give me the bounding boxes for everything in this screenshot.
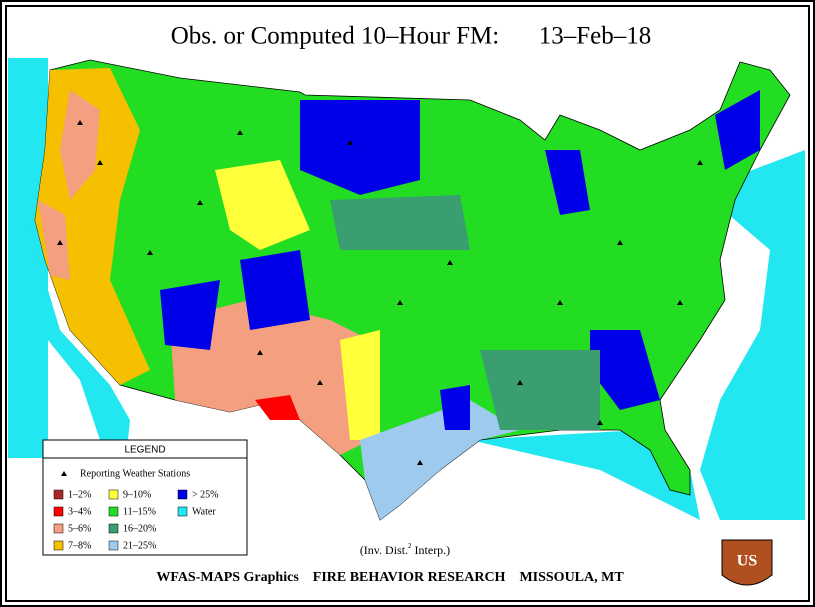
georgia-wet [590, 330, 660, 410]
louisiana-wet [440, 385, 470, 430]
logo-shield [721, 539, 773, 586]
california-dry [38, 200, 70, 280]
legend-swatch [108, 489, 119, 500]
legend-label: 16–20% [123, 523, 156, 534]
legend-label: 5–6% [68, 523, 91, 534]
legend-swatch [53, 540, 64, 551]
station-icon [61, 471, 67, 476]
maine-wet [715, 90, 760, 170]
note-after: Interp.) [412, 543, 451, 557]
legend-label: Water [192, 506, 216, 517]
oregon-dry [60, 90, 100, 200]
plains-green [330, 195, 470, 250]
legend-label: 11–15% [123, 506, 156, 517]
legend-swatch [108, 540, 119, 551]
southeast-green [480, 350, 600, 430]
title: Obs. or Computed 10–Hour FM: [171, 23, 499, 50]
legend-swatch [53, 506, 64, 517]
texas-yellow [340, 330, 380, 440]
atlantic [700, 150, 805, 520]
legend-swatch [53, 523, 64, 534]
legend-swatch [53, 489, 64, 500]
ocean [8, 58, 130, 458]
gulf [470, 430, 700, 520]
note-sup: 2 [408, 542, 412, 550]
michigan-wet [545, 150, 590, 215]
legend-swatch [108, 506, 119, 517]
legend-title: LEGEND [124, 445, 165, 456]
map [8, 58, 805, 521]
logo-text: US [737, 553, 758, 570]
legend: LEGEND Reporting Weather Stations 1–2% 3–… [42, 439, 248, 556]
legend-label: 21–25% [123, 540, 156, 551]
interp-note: (Inv. Dist.2 Interp.) [360, 542, 450, 557]
footer: WFAS-MAPS Graphics FIRE BEHAVIOR RESEARC… [156, 570, 624, 585]
legend-swatch [177, 489, 188, 500]
legend-label: 3–4% [68, 506, 91, 517]
utah-wet [160, 280, 220, 350]
legend-swatch [177, 506, 188, 517]
wyoming-yellow [215, 160, 310, 250]
texas-red [255, 395, 300, 420]
note-text: (Inv. Dist. [360, 543, 408, 557]
legend-box [42, 439, 248, 556]
inner-border [5, 5, 810, 602]
legend-label: > 25% [192, 489, 218, 500]
gulf-coast [360, 400, 520, 520]
legend-label: 9–10% [123, 489, 151, 500]
legend-swatch [108, 523, 119, 534]
legend-stations: Reporting Weather Stations [80, 468, 190, 479]
southwest-dry [170, 300, 370, 455]
legend-label: 1–2% [68, 489, 91, 500]
legend-label: 7–8% [68, 540, 91, 551]
dakota-wet [300, 100, 420, 195]
logo: US [721, 539, 773, 586]
colorado-wet [240, 250, 310, 330]
date: 13–Feb–18 [539, 23, 652, 50]
